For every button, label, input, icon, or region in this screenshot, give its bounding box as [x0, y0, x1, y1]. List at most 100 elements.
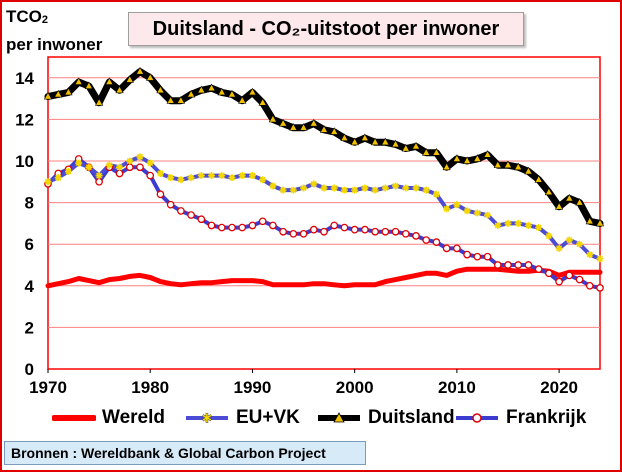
data-point-eu-vk-1994: [289, 186, 297, 194]
data-point-frankrijk-2020: [555, 277, 563, 286]
data-point-duitsland-2020: [555, 202, 564, 210]
data-point-eu-vk-2002: [371, 186, 379, 194]
data-point-frankrijk-1975: [95, 177, 103, 186]
data-point-frankrijk-1989: [238, 223, 247, 232]
data-point-eu-vk-2018: [535, 224, 543, 232]
data-point-frankrijk-2002: [371, 227, 379, 236]
data-point-duitsland-2014: [493, 160, 502, 169]
data-point-eu-vk-1989: [238, 172, 246, 180]
data-point-duitsland-1981: [156, 85, 165, 94]
data-point-frankrijk-2014: [493, 261, 502, 269]
data-point-frankrijk-2007: [422, 236, 431, 244]
data-point-frankrijk-1996: [309, 225, 318, 234]
data-point-frankrijk-1991: [258, 217, 267, 226]
data-point-eu-vk-1978: [126, 157, 134, 165]
data-point-eu-vk-2016: [514, 219, 522, 227]
legend-swatch-eu-vk: ✱: [186, 411, 228, 427]
data-point-eu-vk-1992: [269, 182, 277, 190]
data-point-duitsland-1983: [176, 96, 185, 104]
data-point-frankrijk-2022: [575, 275, 584, 284]
data-point-frankrijk-2024: [596, 284, 604, 292]
data-point-duitsland-2018: [534, 175, 543, 183]
legend-label-duitsland: Duitsland: [368, 407, 455, 428]
data-point-frankrijk-2001: [361, 225, 369, 234]
data-point-eu-vk-1983: [177, 176, 185, 184]
data-point-duitsland-1995: [299, 123, 308, 131]
data-point-frankrijk-2019: [545, 269, 553, 278]
data-point-frankrijk-1980: [146, 171, 155, 180]
data-point-eu-vk-2005: [402, 184, 410, 192]
legend-item-frankrijk: Frankrijk: [454, 404, 586, 432]
data-point-frankrijk-1981: [156, 190, 165, 199]
data-point-eu-vk-1977: [116, 163, 124, 171]
y-tick-label-6: 6: [25, 235, 34, 254]
data-point-eu-vk-1987: [218, 172, 226, 180]
data-point-frankrijk-1994: [289, 229, 298, 238]
data-point-duitsland-2021: [565, 193, 574, 202]
data-point-eu-vk-2012: [473, 209, 481, 217]
data-point-eu-vk-1972: [64, 167, 72, 175]
data-point-eu-vk-2014: [494, 221, 502, 229]
data-point-duitsland-1989: [238, 96, 247, 104]
data-point-duitsland-2006: [411, 141, 421, 150]
data-point-duitsland-1999: [340, 133, 349, 142]
y-axis-label-line1: TCO2: [6, 7, 49, 26]
data-point-duitsland-1985: [197, 85, 206, 94]
data-point-eu-vk-1990: [248, 172, 256, 180]
data-point-duitsland-2016: [514, 162, 523, 171]
data-point-duitsland-2002: [371, 137, 380, 146]
data-point-eu-vk-2023: [586, 251, 594, 259]
data-point-eu-vk-1981: [156, 169, 164, 177]
data-point-eu-vk-1993: [279, 186, 287, 194]
data-point-duitsland-1975: [95, 98, 104, 106]
data-point-duitsland-1993: [279, 118, 288, 127]
data-point-frankrijk-1985: [197, 215, 206, 224]
data-point-eu-vk-1988: [228, 174, 236, 182]
data-point-eu-vk-2020: [555, 244, 563, 252]
data-point-eu-vk-1974: [85, 163, 93, 171]
svg-text:✱: ✱: [202, 412, 213, 427]
data-point-frankrijk-1978: [125, 163, 134, 172]
data-point-duitsland-2013: [483, 150, 492, 158]
data-point-duitsland-2004: [391, 139, 400, 148]
data-point-eu-vk-2013: [484, 211, 492, 219]
series-line-wereld: [45, 266, 603, 289]
x-tick-label-2010: 2010: [438, 378, 476, 397]
data-point-frankrijk-1990: [248, 221, 257, 230]
data-point-frankrijk-1986: [207, 221, 216, 230]
data-point-frankrijk-1977: [115, 169, 124, 178]
data-point-frankrijk-2004: [391, 227, 400, 236]
data-point-frankrijk-1993: [279, 227, 287, 236]
data-point-duitsland-1994: [289, 123, 298, 131]
data-point-frankrijk-2005: [401, 229, 410, 238]
data-point-frankrijk-1997: [320, 227, 328, 236]
data-point-eu-vk-1970: [44, 178, 52, 186]
data-point-eu-vk-1996: [310, 180, 318, 188]
data-point-duitsland-2005: [401, 143, 410, 152]
data-point-duitsland-1978: [125, 75, 134, 83]
y-axis-label-line2: per inwoner: [6, 35, 103, 54]
data-point-eu-vk-2003: [381, 184, 389, 192]
data-point-frankrijk-2012: [473, 252, 482, 261]
y-tick-label-12: 12: [15, 110, 34, 129]
data-point-duitsland-1974: [84, 81, 93, 90]
legend: Wereld ✱ EU+VK Duitsland Frankrijk: [44, 404, 604, 432]
y-tick-label-0: 0: [25, 360, 34, 379]
data-point-duitsland-2003: [381, 137, 390, 146]
data-point-eu-vk-1998: [330, 184, 338, 192]
data-point-eu-vk-2001: [361, 184, 369, 192]
y-tick-label-10: 10: [15, 152, 34, 171]
data-point-eu-vk-2000: [351, 186, 359, 194]
data-point-duitsland-2024: [595, 218, 605, 227]
data-point-eu-vk-2004: [392, 182, 400, 190]
y-tick-label-4: 4: [25, 277, 35, 296]
data-point-eu-vk-2009: [443, 205, 451, 213]
data-point-duitsland-2000: [350, 137, 359, 146]
source-note: Bronnen : Wereldbank & Global Carbon Pro…: [4, 441, 366, 465]
data-point-eu-vk-2007: [422, 186, 430, 194]
data-point-frankrijk-2023: [585, 281, 594, 290]
data-point-frankrijk-1992: [269, 221, 277, 230]
data-point-eu-vk-2010: [453, 201, 461, 209]
data-point-eu-vk-2011: [463, 207, 471, 215]
